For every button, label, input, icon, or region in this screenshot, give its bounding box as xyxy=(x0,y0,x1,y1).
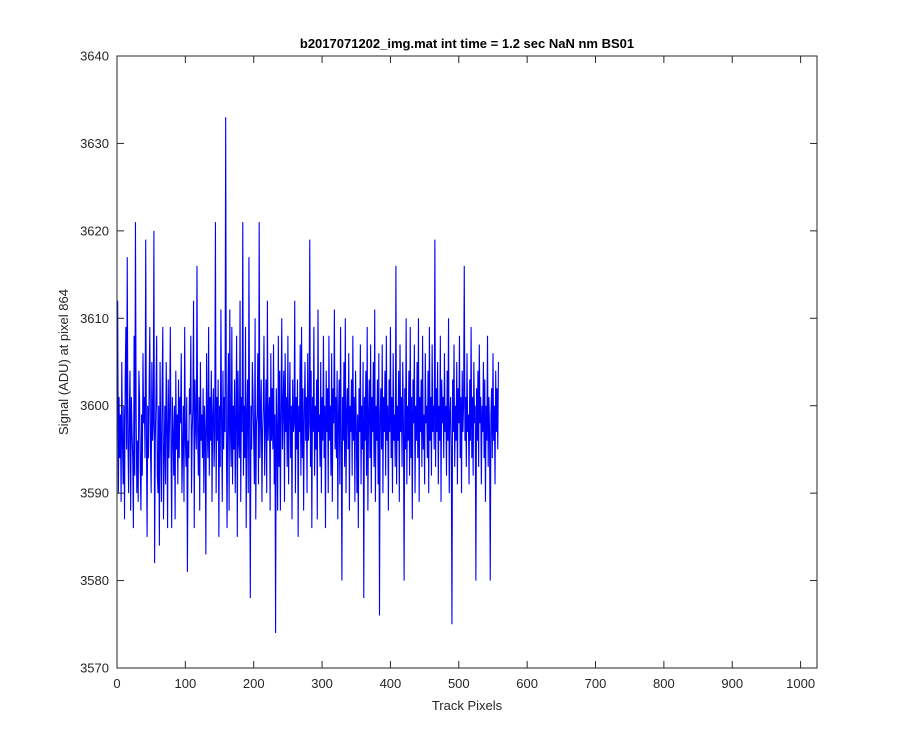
x-tick-label: 0 xyxy=(113,676,120,691)
y-tick-label: 3600 xyxy=(80,398,109,413)
x-tick-label: 300 xyxy=(311,676,333,691)
x-tick-label: 200 xyxy=(243,676,265,691)
y-tick-label: 3580 xyxy=(80,573,109,588)
axes-box xyxy=(116,55,818,669)
x-tick-label: 1000 xyxy=(786,676,815,691)
y-tick-label: 3590 xyxy=(80,486,109,501)
x-tick-label: 900 xyxy=(721,676,743,691)
x-tick-label: 400 xyxy=(380,676,402,691)
y-tick-label: 3570 xyxy=(80,661,109,676)
y-tick-label: 3640 xyxy=(80,49,109,64)
x-tick-label: 100 xyxy=(175,676,197,691)
y-tick-label: 3610 xyxy=(80,311,109,326)
y-axis-label: Signal (ADU) at pixel 864 xyxy=(56,289,71,435)
chart-title: b2017071202_img.mat int time = 1.2 sec N… xyxy=(300,36,634,51)
series-layer xyxy=(117,117,499,634)
series-line-0 xyxy=(117,117,499,634)
x-tick-label: 600 xyxy=(516,676,538,691)
x-tick-label: 800 xyxy=(653,676,675,691)
y-tick-label: 3630 xyxy=(80,136,109,151)
axes-layer: 0 100 200 300 400 500 600 700 800 900 1000 3570 3580… xyxy=(80,49,818,691)
y-tick-label: 3620 xyxy=(80,223,109,238)
x-tick-label: 700 xyxy=(585,676,607,691)
x-axis-label: Track Pixels xyxy=(432,698,503,713)
x-tick-label: 500 xyxy=(448,676,470,691)
